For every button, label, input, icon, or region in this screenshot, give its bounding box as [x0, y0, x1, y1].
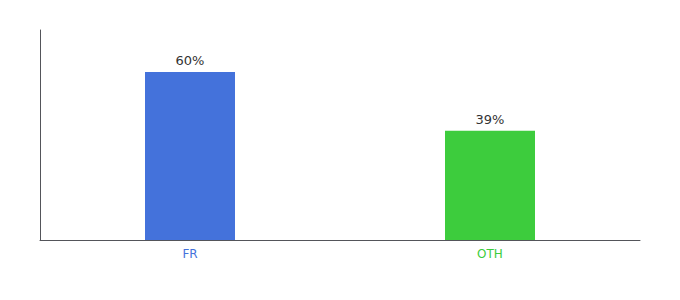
svg-text:OTH: OTH: [477, 247, 503, 261]
svg-text:FR: FR: [182, 247, 197, 261]
svg-text:60%: 60%: [176, 53, 205, 68]
svg-text:39%: 39%: [476, 112, 505, 127]
